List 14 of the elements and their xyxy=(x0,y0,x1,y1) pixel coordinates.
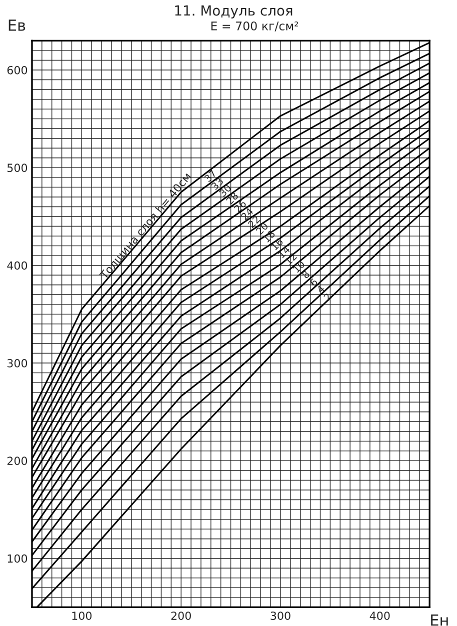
y-tick-label: 600 xyxy=(7,66,28,74)
y-axis-title: Eв xyxy=(8,20,26,31)
x-tick-label: 400 xyxy=(370,612,390,620)
x-tick-label: 100 xyxy=(72,612,92,620)
chart-title: 11. Модуль слоя xyxy=(175,5,292,18)
y-tick-label: 300 xyxy=(7,359,28,368)
y-tick-label: 500 xyxy=(7,164,28,172)
chart-subtitle: E = 700 кг/см² xyxy=(211,21,298,32)
x-tick-label: 200 xyxy=(171,612,191,620)
x-tick-label: 300 xyxy=(270,612,290,620)
y-tick-label: 200 xyxy=(7,456,28,466)
y-tick-label: 100 xyxy=(8,554,28,563)
x-axis-title: Eн xyxy=(431,614,448,626)
y-tick-label: 400 xyxy=(7,261,28,270)
